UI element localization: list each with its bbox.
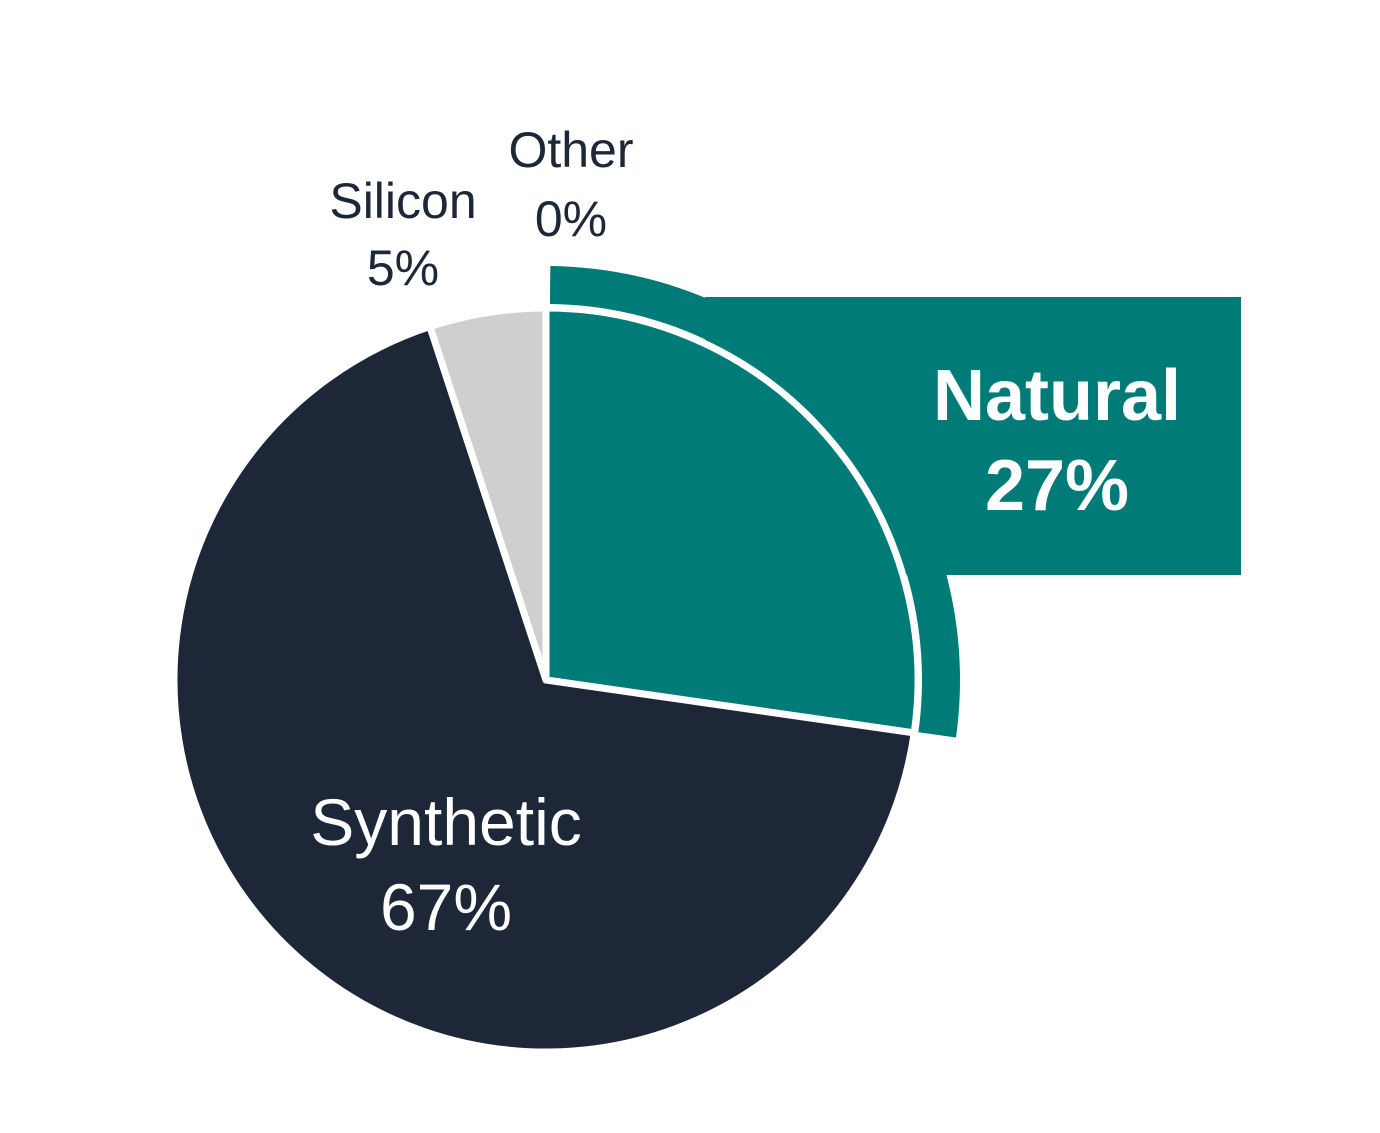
slice-value: 5%	[367, 240, 439, 296]
slice-value: 27%	[985, 446, 1129, 526]
slice-name: Natural	[933, 356, 1181, 436]
slice-label-synthetic: Synthetic 67%	[310, 785, 581, 944]
slice-value: 67%	[380, 870, 512, 944]
slice-label-other: Other 0%	[508, 122, 633, 247]
slice-label-silicon: Silicon 5%	[329, 173, 476, 296]
pie-slice-natural	[542, 304, 922, 737]
pie-slice-synthetic	[170, 323, 918, 1056]
slice-name: Synthetic	[310, 785, 581, 859]
pie-slice-silicon	[426, 304, 550, 684]
slice-name: Silicon	[329, 173, 476, 229]
slice-label-natural: Natural 27%	[933, 356, 1181, 526]
slice-name: Other	[508, 122, 633, 178]
pie-labels: Natural 27% Synthetic 67% Silicon 5% Other 0%	[310, 122, 1181, 944]
pie-slices	[170, 304, 922, 1056]
slice-value: 0%	[535, 191, 607, 247]
